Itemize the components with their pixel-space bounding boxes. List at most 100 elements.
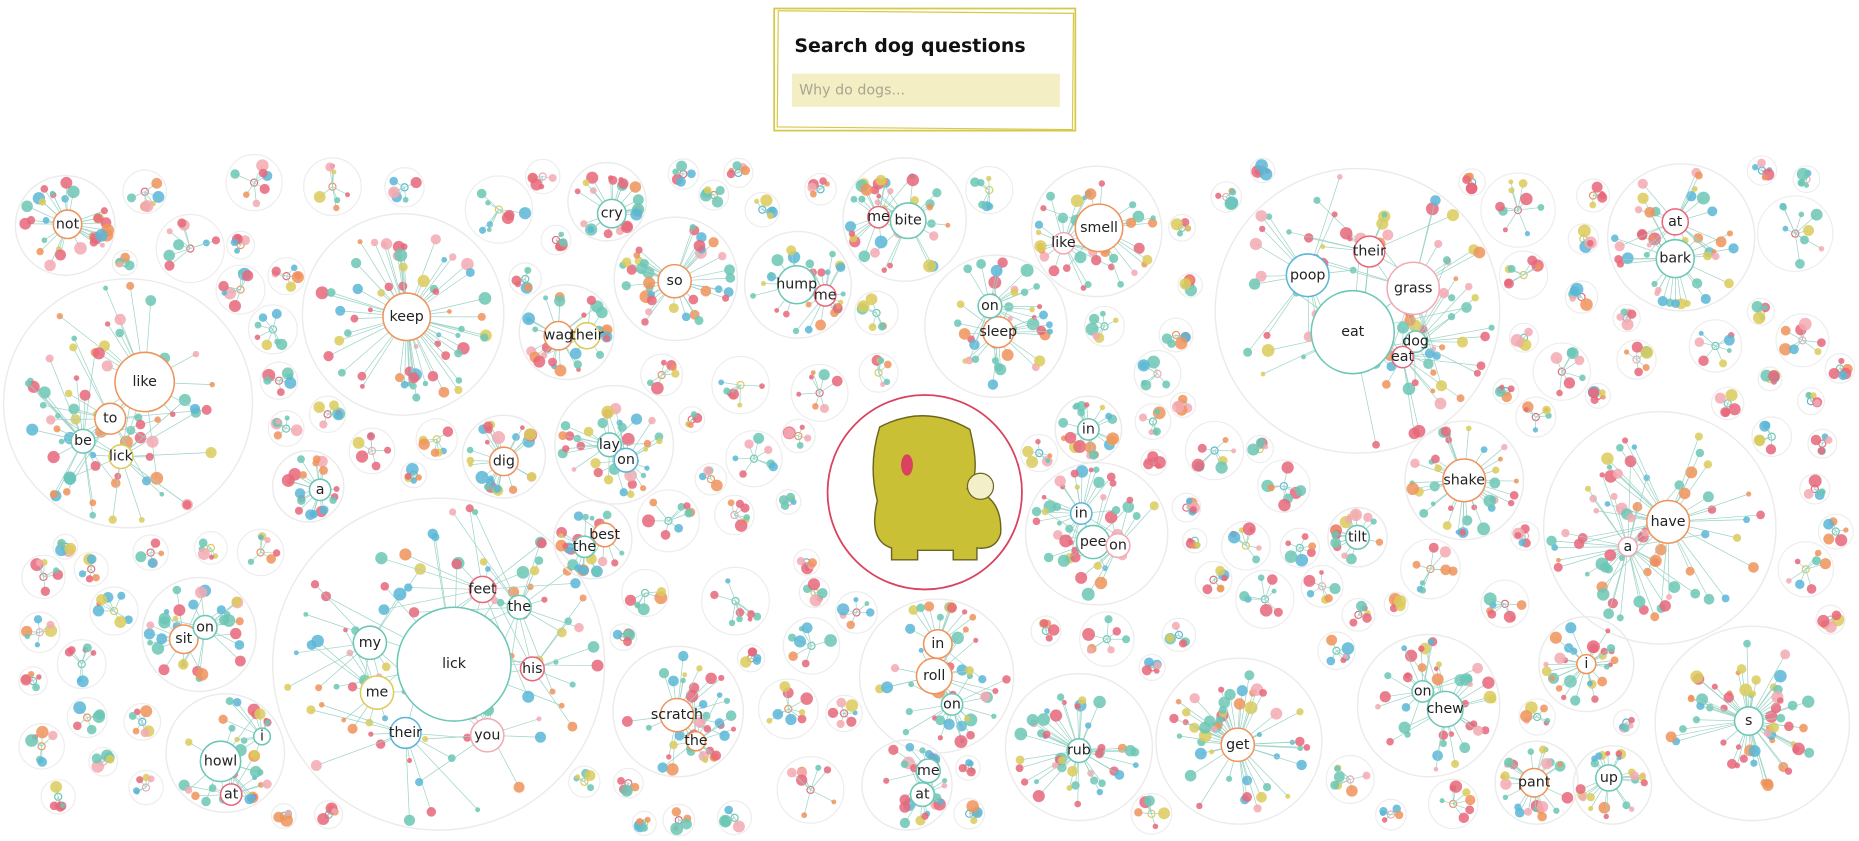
leaf — [350, 257, 362, 269]
leaf — [670, 822, 684, 836]
small-cluster-outline — [1030, 615, 1062, 647]
leaf — [786, 767, 797, 778]
leaf — [621, 281, 631, 291]
leaf — [818, 369, 830, 381]
leaf — [53, 567, 60, 574]
word-label: poop — [1290, 267, 1325, 283]
leaf — [1473, 246, 1486, 259]
leaf — [20, 674, 32, 685]
leaf — [1588, 805, 1594, 812]
small-cluster-outline — [1400, 538, 1461, 600]
leaf — [57, 538, 66, 548]
word-label: be — [74, 433, 92, 449]
leaf — [221, 290, 227, 296]
leaf — [1033, 779, 1039, 785]
leaf — [313, 191, 326, 203]
word-node — [659, 697, 695, 733]
leaf — [1814, 348, 1822, 356]
leaf — [164, 260, 175, 271]
leaf — [1093, 466, 1100, 473]
word-label: not — [56, 216, 80, 232]
leaf — [1622, 437, 1629, 444]
small-cluster-outline — [1817, 513, 1854, 550]
word-node — [352, 625, 388, 661]
leaf — [1553, 807, 1560, 814]
word-node — [1310, 289, 1396, 375]
small-hub — [1295, 543, 1304, 553]
leaf — [608, 175, 618, 185]
word-node — [1386, 261, 1441, 316]
leaf — [259, 183, 270, 195]
leaf — [805, 259, 815, 269]
leaf — [1595, 557, 1609, 571]
leaf — [1601, 452, 1614, 465]
leaf — [831, 799, 837, 805]
leaf — [601, 405, 615, 419]
leaf — [1465, 794, 1476, 806]
branch — [1402, 356, 1482, 367]
leaf — [1616, 614, 1624, 622]
small-cluster-outline — [1084, 305, 1125, 347]
leaf — [817, 587, 828, 599]
word-label: eat — [1341, 324, 1364, 340]
leaf — [627, 490, 635, 498]
leaf — [128, 712, 137, 720]
leaf — [739, 470, 747, 478]
leaf — [527, 172, 538, 184]
leaf — [414, 563, 426, 575]
leaf — [796, 442, 804, 449]
cluster-outline — [1327, 506, 1388, 568]
leaf — [422, 380, 429, 387]
branch — [1558, 546, 1628, 561]
branch — [1715, 345, 1730, 351]
leaf — [1507, 264, 1516, 273]
branch — [810, 789, 834, 803]
leaf — [1693, 233, 1704, 244]
cluster-outline — [1494, 740, 1579, 825]
leaf — [774, 308, 780, 313]
leaf — [643, 447, 649, 452]
leaf — [646, 295, 657, 306]
leaf — [532, 326, 539, 333]
leaf — [858, 250, 871, 263]
leaf — [1488, 324, 1495, 331]
leaf — [1419, 587, 1427, 594]
search-input[interactable] — [791, 73, 1060, 107]
leaf — [1763, 728, 1772, 738]
branch — [310, 709, 406, 734]
leaf — [1189, 506, 1197, 514]
small-hub — [807, 641, 816, 650]
leaf — [1172, 400, 1185, 413]
leaf — [218, 714, 228, 724]
small-cluster-outline — [1427, 778, 1479, 830]
small-cluster-outline — [854, 290, 899, 336]
small-cluster-outline — [348, 427, 396, 475]
leaf — [1451, 759, 1460, 768]
leaf — [138, 516, 145, 523]
leaf — [1589, 494, 1598, 503]
leaf — [1303, 233, 1314, 243]
leaf — [1470, 720, 1478, 728]
cluster-outline — [2, 278, 254, 529]
leaf — [1751, 300, 1763, 313]
leaf — [34, 642, 41, 648]
small-cluster-outline — [132, 534, 169, 571]
leaf — [323, 350, 334, 362]
leaf — [1034, 240, 1047, 253]
leaf — [583, 426, 594, 437]
leaf — [1586, 239, 1594, 247]
leaf — [1034, 355, 1046, 367]
leaf — [1185, 497, 1193, 505]
leaf — [1072, 404, 1078, 410]
leaf — [1099, 310, 1106, 317]
branch — [1627, 546, 1656, 617]
leaf — [1093, 561, 1102, 570]
leaf — [1109, 253, 1119, 264]
leaf — [350, 314, 359, 323]
branch — [727, 580, 736, 602]
leaf — [1666, 594, 1673, 601]
leaf — [1045, 458, 1051, 464]
small-cluster-outline — [1300, 564, 1344, 608]
leaf — [850, 195, 858, 203]
word-node — [488, 446, 519, 477]
